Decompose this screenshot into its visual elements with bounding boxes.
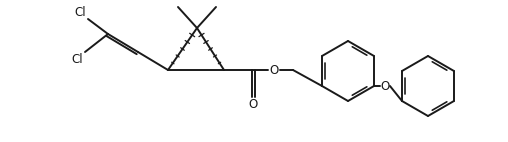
Text: O: O bbox=[269, 63, 278, 77]
Text: Cl: Cl bbox=[71, 53, 83, 65]
Text: O: O bbox=[380, 80, 390, 92]
Text: Cl: Cl bbox=[74, 6, 86, 18]
Text: O: O bbox=[248, 98, 258, 110]
